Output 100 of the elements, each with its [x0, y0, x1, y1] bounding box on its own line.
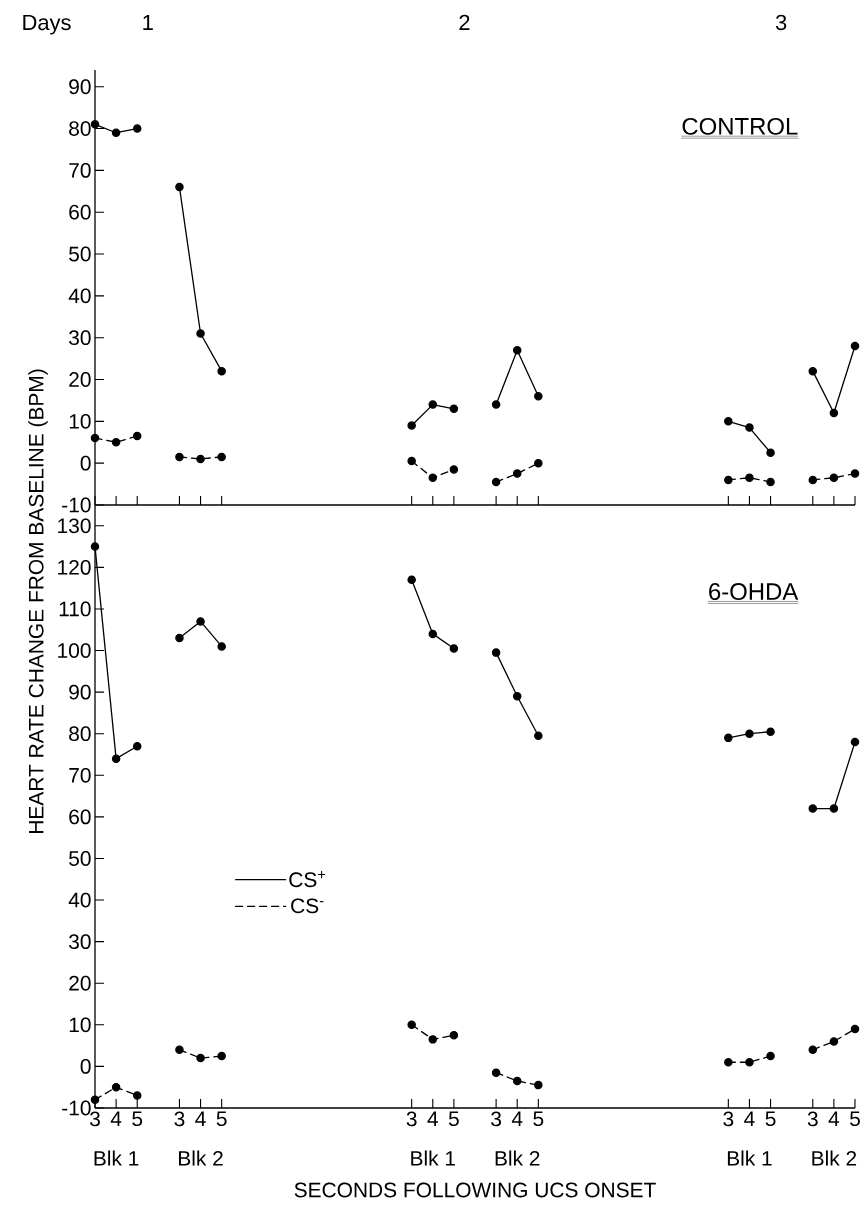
y-tick-label: 120: [58, 559, 91, 575]
point: [217, 642, 226, 651]
y-tick-label: 60: [69, 204, 91, 220]
point: [132, 124, 142, 133]
point: [111, 128, 121, 137]
point: [217, 366, 226, 376]
y-tick-label: 30: [69, 934, 91, 950]
point: [90, 120, 100, 129]
y-tick-label: 70: [69, 162, 91, 178]
text: Days: [23, 14, 71, 35]
point: [175, 182, 184, 192]
point: [512, 1076, 522, 1086]
point: [766, 477, 775, 487]
point: [724, 475, 733, 485]
legend-label: CS$^{+}$: [289, 870, 326, 888]
y-tick-label: 50: [69, 851, 91, 866]
point: [850, 341, 860, 351]
point: [766, 727, 775, 736]
point: [428, 1035, 438, 1044]
point: [90, 542, 100, 551]
point: [829, 804, 839, 813]
y-tick-label: 10: [69, 413, 91, 429]
text: Blk 2: [812, 1150, 857, 1166]
x-tick-label: 5: [132, 1111, 143, 1127]
point: [449, 1030, 459, 1040]
point: [407, 421, 416, 430]
text: Blk 1: [727, 1150, 772, 1166]
point: [90, 1095, 100, 1104]
point: [534, 391, 543, 401]
point: [175, 1045, 184, 1055]
point: [745, 473, 754, 483]
point: [512, 345, 522, 355]
y-tick-label: 10: [69, 1017, 91, 1033]
point: [449, 465, 459, 474]
x-tick-label: 3: [491, 1111, 502, 1127]
y-tick-label: 0: [80, 455, 91, 471]
point: [745, 1058, 754, 1067]
y-axis-title: HEART RATE CHANGE FROM BASELINE (BPM): [28, 369, 48, 834]
y-tick-label: 90: [69, 684, 91, 700]
point: [512, 692, 522, 701]
point: [766, 1051, 775, 1061]
text: 6-OHDA: [709, 583, 799, 601]
point: [808, 1045, 818, 1055]
legend-label: CS$^{-}$: [291, 898, 324, 914]
point: [132, 1091, 142, 1100]
x-tick-label: 3: [406, 1111, 417, 1127]
y-tick-label: 70: [69, 767, 91, 783]
text: Blk 2: [179, 1150, 223, 1166]
x-tick-label: 3: [89, 1111, 100, 1127]
y-tick-label: 80: [69, 121, 91, 136]
point: [724, 733, 733, 743]
point: [449, 404, 459, 414]
y-tick-label: 50: [69, 246, 91, 262]
text: 3: [775, 14, 787, 31]
x-tick-label: 5: [850, 1111, 860, 1127]
point: [196, 617, 205, 626]
text: Blk 1: [94, 1150, 139, 1166]
point: [217, 1051, 226, 1061]
point: [111, 1082, 121, 1092]
point: [808, 804, 818, 813]
y-tick-label: -10: [62, 1100, 91, 1116]
point: [534, 731, 543, 741]
point: [449, 644, 459, 653]
x-tick-label: 4: [828, 1111, 840, 1126]
point: [829, 1037, 839, 1046]
point: [534, 458, 543, 468]
y-tick-label: 0: [80, 1059, 91, 1074]
point: [428, 473, 438, 483]
x-tick-label: 3: [807, 1111, 818, 1127]
point: [724, 417, 733, 426]
point: [428, 400, 438, 409]
point: [491, 477, 501, 487]
y-tick-label: 90: [69, 79, 91, 95]
x-tick-label: 5: [533, 1111, 544, 1127]
point: [512, 469, 522, 478]
point: [850, 737, 860, 747]
y-tick-label: 60: [69, 809, 91, 825]
x-tick-label: 3: [174, 1111, 185, 1127]
point: [850, 469, 860, 478]
y-tick-label: 20: [69, 975, 91, 991]
point: [534, 1080, 543, 1090]
y-tick-label: 30: [69, 330, 91, 346]
text: CONTROL: [682, 117, 798, 135]
point: [491, 400, 501, 409]
y-tick-label: -10: [62, 497, 91, 513]
point: [111, 438, 121, 447]
point: [196, 454, 205, 464]
point: [745, 423, 754, 432]
point: [90, 433, 100, 443]
point: [175, 452, 184, 462]
point: [111, 754, 121, 763]
x-tick-label: 5: [765, 1111, 776, 1127]
x-tick-label: 3: [723, 1111, 734, 1127]
point: [196, 329, 205, 338]
point: [407, 456, 416, 466]
x-tick-label: 4: [427, 1111, 438, 1126]
text: 1: [143, 14, 153, 30]
point: [766, 448, 775, 457]
point: [428, 629, 438, 639]
point: [175, 633, 184, 643]
